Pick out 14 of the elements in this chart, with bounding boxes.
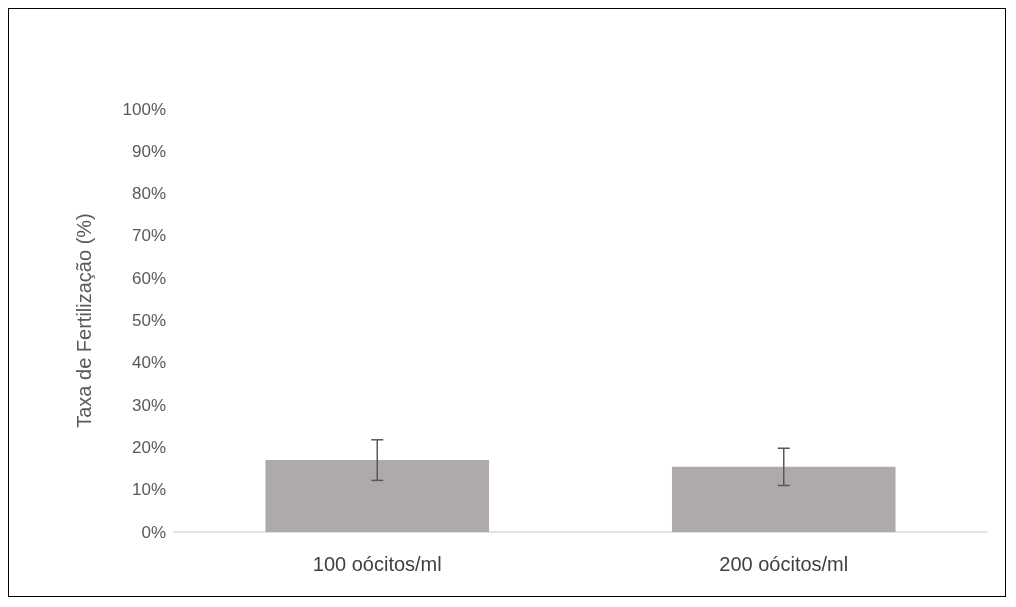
y-tick-label: 10% xyxy=(131,480,166,500)
y-tick-label: 90% xyxy=(131,141,166,161)
y-tick-label: 60% xyxy=(131,268,166,288)
y-tick-label: 70% xyxy=(131,226,166,246)
y-tick-label: 80% xyxy=(131,184,166,204)
y-tick-label: 50% xyxy=(131,311,166,330)
x-tick-label: 200 oócitos/ml xyxy=(719,553,849,575)
y-axis-title: Taxa de Fertilização (%) xyxy=(73,213,95,428)
x-tick-label: 100 oócitos/ml xyxy=(312,553,442,575)
y-tick-label: 30% xyxy=(131,395,166,415)
y-tick-label: 100% xyxy=(122,99,166,119)
y-tick-label: 40% xyxy=(131,353,166,373)
y-tick-label: 20% xyxy=(131,437,166,457)
y-tick-label: 0% xyxy=(141,522,166,542)
